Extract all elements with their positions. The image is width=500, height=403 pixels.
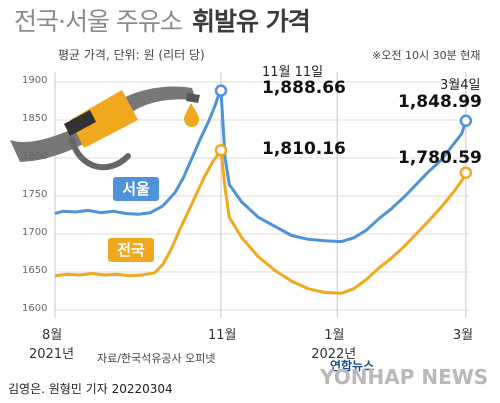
x-tick-label: 1월 [324,328,345,343]
series-line [54,89,468,244]
annotation-national-nov: 1,810.16 [262,139,346,159]
x-tick-label: 8월 [42,328,63,343]
time-note: ※오전 10시 30분 현재 [372,49,481,62]
x-guide-lines [54,72,467,318]
x-tick-label: 3월 [452,328,474,343]
y-tick-label: 1800 [22,151,48,162]
y-tick-label: 1650 [22,265,48,276]
byline-text: 김영은. 원형민 기자 20220304 [8,382,173,396]
annotation-seoul-nov: 1,888.66 [262,78,346,98]
source-text: 자료/한국석유공사 오피넷 [97,352,216,365]
annotation-date-nov: 11월 11일 [262,65,324,80]
chart-title-emphasis: 휘발유 가격 [192,7,311,36]
legend-seoul: 서울 [113,177,159,201]
data-point-marker [214,144,228,157]
series-line [54,148,468,295]
legend-national: 전국 [108,238,154,262]
series-layer [54,89,468,295]
y-tick-label: 1600 [22,303,48,314]
y-tick-label: 1900 [22,75,48,86]
annotation-seoul-mar: 1,848.99 [398,92,482,112]
y-tick-label: 1700 [22,227,48,238]
x-tick-year-label: 2021년 [29,347,75,362]
watermark-text: YONHAP NEWS [320,365,489,389]
data-point-marker [459,166,473,180]
data-point-marker [214,84,228,97]
x-tick-year-label: 2022년 [311,347,357,362]
fuel-nozzle-icon [10,86,200,171]
chart-title: 전국·서울 주유소 [14,7,183,36]
marker-layer [214,84,473,180]
chart-subtitle: 평균 가격, 단위: 원 (리터 당) [58,48,205,62]
annotation-national-mar: 1,780.59 [398,148,482,168]
annotation-date-mar: 3월4일 [440,78,481,93]
y-tick-label: 1850 [22,113,48,124]
x-tick-label: 11월 [208,328,237,343]
brand-logo-text: 연합뉴스 [330,359,375,373]
data-point-marker [459,114,473,128]
y-tick-label: 1750 [22,189,48,200]
